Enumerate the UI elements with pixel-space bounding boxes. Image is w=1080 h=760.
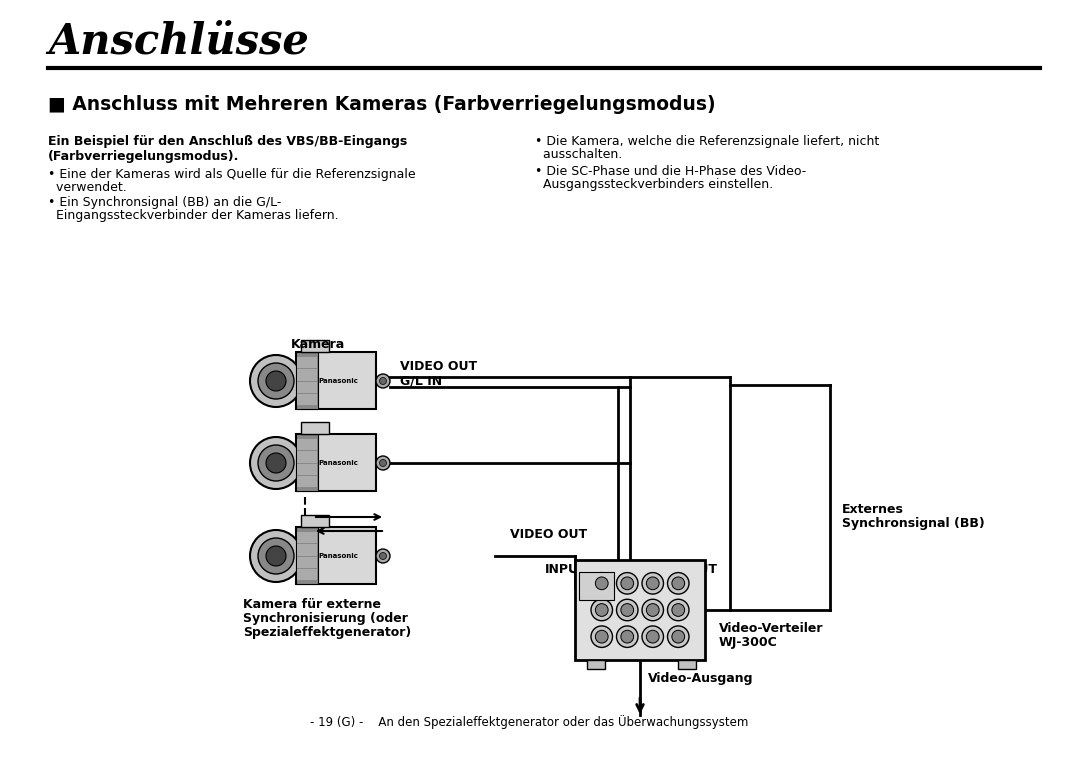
Circle shape	[672, 577, 685, 590]
Text: Eingangssteckverbinder der Kameras liefern.: Eingangssteckverbinder der Kameras liefe…	[48, 209, 339, 222]
Text: • Eine der Kameras wird als Quelle für die Referenzsignale: • Eine der Kameras wird als Quelle für d…	[48, 168, 416, 181]
Circle shape	[646, 603, 659, 616]
Circle shape	[376, 374, 390, 388]
Circle shape	[266, 453, 286, 473]
Circle shape	[617, 572, 638, 594]
Text: Synchronisierung (oder: Synchronisierung (oder	[243, 612, 408, 625]
Circle shape	[642, 599, 663, 621]
Text: Synchronsignal (BB): Synchronsignal (BB)	[842, 517, 985, 530]
Text: Kamera: Kamera	[291, 338, 346, 351]
Bar	[575, 560, 705, 660]
Circle shape	[646, 577, 659, 590]
Bar	[296, 434, 318, 491]
Text: Spezialeffektgenerator): Spezialeffektgenerator)	[243, 626, 411, 639]
Text: Anschlüsse: Anschlüsse	[48, 20, 309, 62]
Bar	[301, 515, 329, 527]
Circle shape	[379, 460, 387, 467]
Circle shape	[376, 456, 390, 470]
Bar	[579, 572, 615, 600]
Text: Panasonic: Panasonic	[319, 553, 357, 559]
Text: • Ein Synchronsignal (BB) an die G/L-: • Ein Synchronsignal (BB) an die G/L-	[48, 196, 282, 209]
Bar	[297, 439, 318, 450]
Bar	[297, 556, 318, 568]
Text: VIDEO OUT: VIDEO OUT	[400, 360, 477, 373]
Circle shape	[258, 538, 294, 574]
Text: (Farbverriegelungsmodus).: (Farbverriegelungsmodus).	[48, 150, 240, 163]
Circle shape	[595, 603, 608, 616]
Bar	[297, 382, 318, 393]
Circle shape	[249, 437, 302, 489]
Bar	[296, 352, 376, 409]
Circle shape	[379, 378, 387, 385]
Bar	[297, 532, 318, 543]
Circle shape	[249, 355, 302, 407]
Bar	[301, 340, 329, 352]
Circle shape	[266, 371, 286, 391]
Text: Ausgangssteckverbinders einstellen.: Ausgangssteckverbinders einstellen.	[535, 178, 773, 191]
Circle shape	[379, 553, 387, 559]
Circle shape	[667, 572, 689, 594]
Text: • Die Kamera, welche die Referenzsignale liefert, nicht: • Die Kamera, welche die Referenzsignale…	[535, 135, 879, 148]
Circle shape	[249, 530, 302, 582]
Circle shape	[642, 626, 663, 648]
Text: VIDEO OUT: VIDEO OUT	[510, 528, 588, 541]
Circle shape	[667, 626, 689, 648]
Text: G/L IN: G/L IN	[400, 375, 442, 388]
Circle shape	[591, 599, 612, 621]
Bar	[301, 422, 329, 434]
Bar	[296, 434, 376, 491]
Circle shape	[376, 549, 390, 563]
Text: - 19 (G) -    An den Spezialeffektgenerator oder das Überwachungssystem: - 19 (G) - An den Spezialeffektgenerator…	[310, 715, 748, 729]
Circle shape	[642, 572, 663, 594]
Circle shape	[617, 626, 638, 648]
Text: • Die SC-Phase und die H-Phase des Video-: • Die SC-Phase und die H-Phase des Video…	[535, 165, 807, 178]
Bar	[297, 369, 318, 381]
Bar	[297, 476, 318, 487]
Circle shape	[646, 630, 659, 643]
Text: Kamera für externe: Kamera für externe	[243, 598, 381, 611]
Circle shape	[595, 577, 608, 590]
Bar	[296, 527, 318, 584]
Bar	[297, 357, 318, 369]
Text: Video-Ausgang: Video-Ausgang	[648, 672, 754, 685]
Text: WJ-300C: WJ-300C	[719, 636, 778, 649]
Circle shape	[258, 363, 294, 399]
Bar	[297, 568, 318, 580]
Circle shape	[672, 603, 685, 616]
Bar	[296, 352, 318, 409]
Bar	[297, 544, 318, 556]
Circle shape	[621, 603, 634, 616]
Text: Panasonic: Panasonic	[319, 460, 357, 466]
Text: ausschalten.: ausschalten.	[535, 148, 622, 161]
Bar	[296, 527, 376, 584]
Text: Video-Verteiler: Video-Verteiler	[719, 622, 824, 635]
Circle shape	[266, 546, 286, 566]
Circle shape	[621, 577, 634, 590]
Bar	[297, 464, 318, 475]
Bar	[678, 660, 696, 669]
Bar	[297, 394, 318, 405]
Circle shape	[258, 445, 294, 481]
Circle shape	[672, 630, 685, 643]
Text: Externes: Externes	[842, 503, 904, 516]
Bar	[297, 451, 318, 463]
Text: INPUT: INPUT	[545, 563, 588, 576]
Circle shape	[617, 599, 638, 621]
Text: Ein Beispiel für den Anschluß des VBS/BB-Eingangs: Ein Beispiel für den Anschluß des VBS/BB…	[48, 135, 407, 148]
Bar	[588, 660, 605, 669]
Text: ■ Anschluss mit Mehreren Kameras (Farbverriegelungsmodus): ■ Anschluss mit Mehreren Kameras (Farbve…	[48, 95, 716, 114]
Circle shape	[591, 626, 612, 648]
Circle shape	[595, 630, 608, 643]
Circle shape	[591, 572, 612, 594]
Text: verwendet.: verwendet.	[48, 181, 126, 194]
Circle shape	[621, 630, 634, 643]
Circle shape	[667, 599, 689, 621]
Text: OUTPUT: OUTPUT	[660, 563, 717, 576]
Text: Panasonic: Panasonic	[319, 378, 357, 384]
